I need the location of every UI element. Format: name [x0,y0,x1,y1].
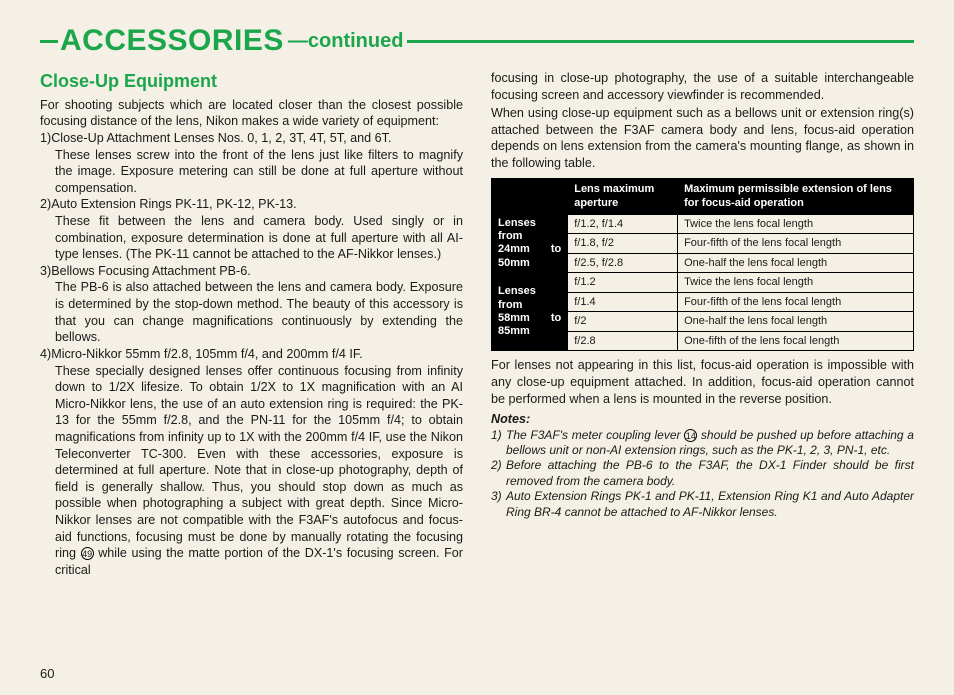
item-number: 3) [40,263,51,280]
after-table-text: For lenses not appearing in this list, f… [491,357,914,407]
page-number: 60 [40,666,54,681]
cell-extension: Four-fifth of the lens focal length [678,234,914,254]
note-item: 1) The F3AF's meter coupling lever 14 sh… [491,428,914,459]
item-number: 2) [40,196,51,213]
list-item: 1) Close-Up Attachment Lenses Nos. 0, 1,… [40,130,463,196]
note-item: 2) Before attaching the PB-6 to the F3AF… [491,458,914,489]
list-item: 4) Micro-Nikkor 55mm f/2.8, 105mm f/4, a… [40,346,463,579]
list-item: 3) Bellows Focusing Attachment PB-6. The… [40,263,463,346]
item-number: 4) [40,346,51,363]
cell-extension: Four-fifth of the lens focal length [678,292,914,312]
table-corner [492,178,568,214]
note-text-a: The F3AF's meter coupling lever [506,428,684,442]
body-columns: Close-Up Equipment For shooting subjects… [40,70,914,578]
rule-right [407,40,914,43]
note-number: 1) [491,428,502,443]
intro-text: For shooting subjects which are located … [40,97,463,130]
item-head: Close-Up Attachment Lenses Nos. 0, 1, 2,… [51,131,391,145]
cell-aperture: f/2.5, f/2.8 [568,253,678,273]
col-head-aperture: Lens maximum aperture [568,178,678,214]
note-item: 3) Auto Extension Rings PK-1 and PK-11, … [491,489,914,520]
note-number: 2) [491,458,502,473]
notes-heading: Notes: [491,411,914,428]
item-body: These lenses screw into the front of the… [40,147,463,197]
rule-left [40,40,58,43]
table: Lens maximum aperture Maximum permissibl… [491,178,914,352]
cell-extension: One-fifth of the lens focal length [678,331,914,351]
cell-extension: Twice the lens focal length [678,214,914,234]
continuation-text: focusing in close-up photography, the us… [491,70,914,103]
extension-table: Lens maximum aperture Maximum permissibl… [491,178,914,352]
note-body: The F3AF's meter coupling lever 14 shoul… [491,428,914,459]
item-body-b: while using the matte portion of the DX-… [55,546,463,577]
cell-extension: One-half the lens focal length [678,312,914,332]
item-body: These specially designed lenses offer co… [40,363,463,579]
row-group-label: Lenses from 58mm to 85mm [492,273,568,351]
row-group-label: Lenses from 24mm to 50mm [492,214,568,273]
note-body: Auto Extension Rings PK-1 and PK-11, Ext… [491,489,914,520]
page-title-continued: —continued [288,30,408,53]
page-title: ACCESSORIES [58,24,288,58]
cell-extension: Twice the lens focal length [678,273,914,293]
col-head-extension: Maximum permissible extension of lens fo… [678,178,914,214]
cell-aperture: f/1.4 [568,292,678,312]
item-body-a: These specially designed lenses offer co… [55,364,463,561]
group-label-b: 58mm to 85mm [498,312,561,337]
group-label-a: Lenses from [498,285,536,310]
cell-aperture: f/2.8 [568,331,678,351]
ref-circle-icon: 14 [684,429,697,442]
note-body: Before attaching the PB-6 to the F3AF, t… [491,458,914,489]
item-head: Bellows Focusing Attachment PB-6. [51,264,251,278]
cell-aperture: f/1.2, f/1.4 [568,214,678,234]
cell-aperture: f/1.2 [568,273,678,293]
ref-circle-icon: 49 [81,547,94,560]
item-number: 1) [40,130,51,147]
item-body: The PB-6 is also attached between the le… [40,279,463,345]
section-subhead: Close-Up Equipment [40,70,463,94]
cell-aperture: f/1.8, f/2 [568,234,678,254]
right-column: focusing in close-up photography, the us… [491,70,914,578]
cell-aperture: f/2 [568,312,678,332]
group-label-b: 24mm to 50mm [498,243,561,268]
group-label-a: Lenses from [498,217,536,242]
item-head: Micro-Nikkor 55mm f/2.8, 105mm f/4, and … [51,347,362,361]
table-row: Lens maximum aperture Maximum permissibl… [492,178,914,214]
table-intro: When using close-up equipment such as a … [491,105,914,171]
table-row: Lenses from 58mm to 85mm f/1.2 Twice the… [492,273,914,293]
header-rule: ACCESSORIES —continued [40,24,914,58]
cell-extension: One-half the lens focal length [678,253,914,273]
note-number: 3) [491,489,502,504]
table-row: Lenses from 24mm to 50mm f/1.2, f/1.4 Tw… [492,214,914,234]
item-body: These fit between the lens and camera bo… [40,213,463,263]
item-head: Auto Extension Rings PK-11, PK-12, PK-13… [51,197,296,211]
left-column: Close-Up Equipment For shooting subjects… [40,70,463,578]
list-item: 2) Auto Extension Rings PK-11, PK-12, PK… [40,196,463,262]
